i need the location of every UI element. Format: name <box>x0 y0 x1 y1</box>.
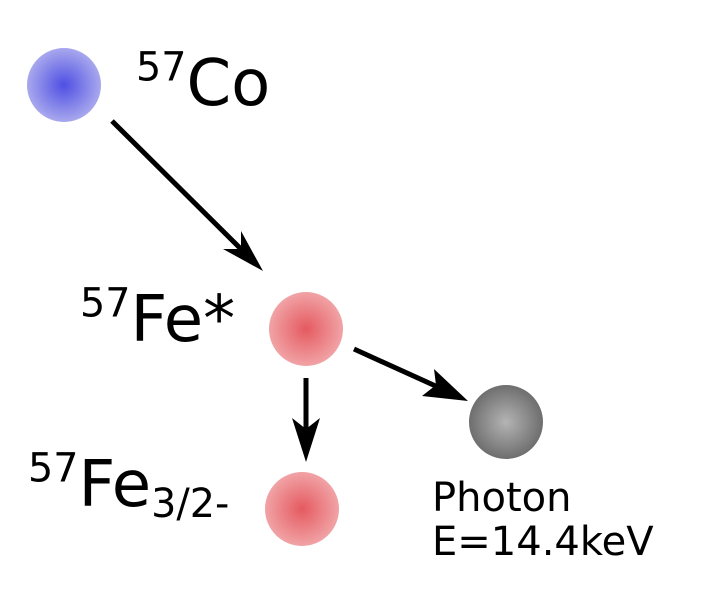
photon-label: Photon E=14.4keV <box>432 476 654 564</box>
iron-ground-mass-number: 57 <box>28 445 79 492</box>
photon-name: Photon <box>432 475 572 521</box>
iron-57-ground-node <box>265 472 339 546</box>
iron-ground-state: 3/2- <box>151 481 230 528</box>
arrow-iron-excited-to-ground <box>292 378 320 462</box>
cobalt-57-label: 57Co <box>136 48 270 116</box>
iron-excited-symbol: Fe* <box>130 283 236 357</box>
arrow-iron-excited-to-photon <box>352 346 468 401</box>
iron-ground-symbol: Fe <box>78 448 152 522</box>
photon-node <box>469 385 543 459</box>
iron-57-ground-label: 57Fe3/2- <box>28 449 229 524</box>
cobalt-57-node <box>27 48 101 122</box>
iron-57-excited-label: 57Fe* <box>80 284 235 352</box>
cobalt-symbol: Co <box>186 47 271 121</box>
photon-energy: E=14.4keV <box>432 519 654 565</box>
arrow-cobalt-to-iron-excited <box>110 119 263 271</box>
iron-57-excited-node <box>269 292 343 366</box>
cobalt-mass-number: 57 <box>136 44 187 91</box>
iron-excited-mass-number: 57 <box>80 280 131 327</box>
